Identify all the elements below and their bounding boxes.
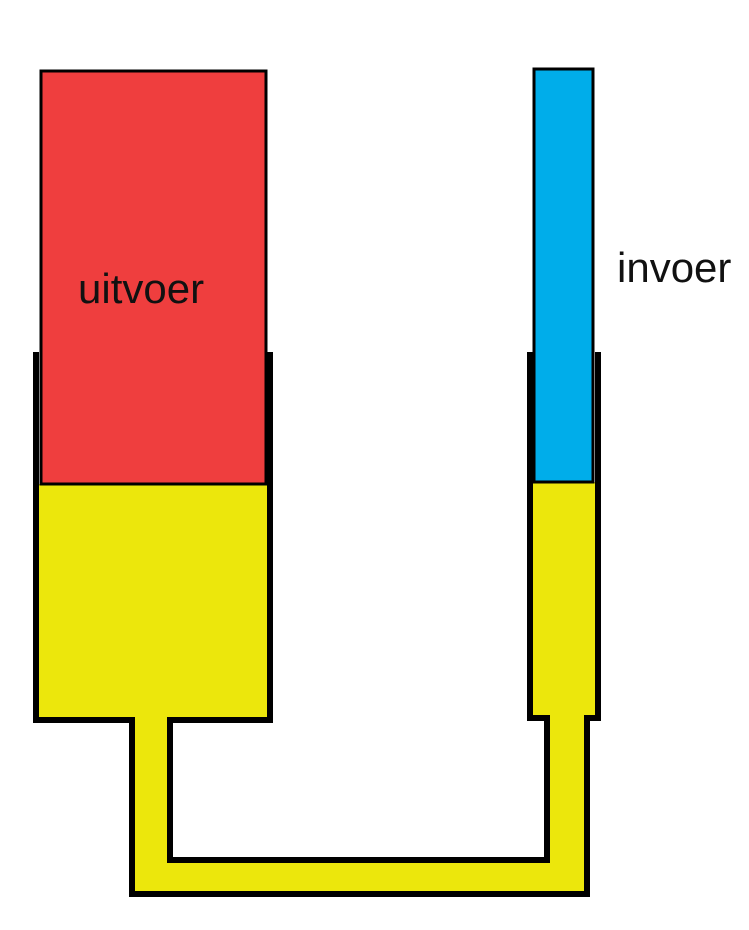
hydraulic-fluid	[36, 482, 598, 894]
output-cylinder-inner-wall	[167, 352, 550, 863]
output-piston	[39, 69, 268, 486]
output-label: uitvoer	[78, 265, 204, 312]
output-cylinder-wall	[33, 352, 601, 897]
input-piston	[532, 67, 595, 484]
input-label: invoer	[617, 244, 731, 291]
